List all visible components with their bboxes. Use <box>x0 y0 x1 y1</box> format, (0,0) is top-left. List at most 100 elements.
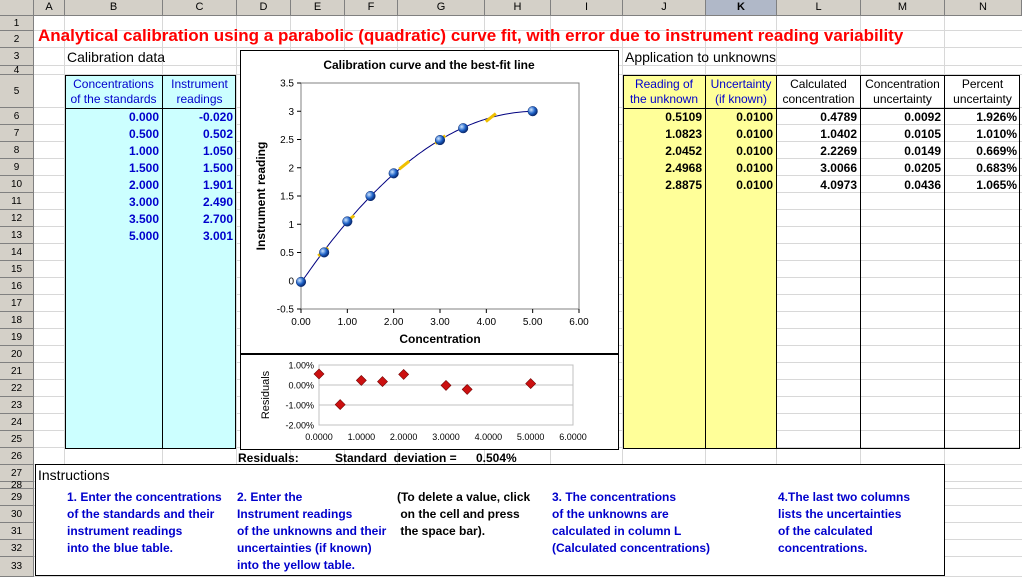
row-header-18[interactable]: 18 <box>0 312 34 329</box>
column-header-b[interactable]: B <box>65 0 163 16</box>
concentration-uncertainty-cell[interactable]: 0.0149 <box>904 144 941 158</box>
concentration-uncertainty-cell[interactable]: 0.0092 <box>904 110 941 124</box>
row-header-23[interactable]: 23 <box>0 397 34 414</box>
uncertainty-cell[interactable]: 0.0100 <box>736 144 773 158</box>
instructions-step-2[interactable]: 2. Enter the Instrument readings of the un… <box>237 489 386 574</box>
row-header-22[interactable]: 22 <box>0 380 34 397</box>
row-header-21[interactable]: 21 <box>0 363 34 380</box>
uncertainty-cell[interactable]: 0.0100 <box>736 161 773 175</box>
row-header-2[interactable]: 2 <box>0 31 34 48</box>
calculated-concentration-cell[interactable]: 4.0973 <box>820 178 857 192</box>
column-header-f[interactable]: F <box>345 0 398 16</box>
column-header-k[interactable]: K <box>706 0 777 16</box>
row-header-15[interactable]: 15 <box>0 261 34 278</box>
row-header-28[interactable]: 28 <box>0 481 34 491</box>
unknown-reading-cell[interactable]: 2.8875 <box>665 178 702 192</box>
row-header-4[interactable]: 4 <box>0 66 34 76</box>
standard-concentration-cell[interactable]: 3.000 <box>128 195 159 209</box>
row-header-20[interactable]: 20 <box>0 346 34 363</box>
concentration-uncertainty-cell[interactable]: 0.0436 <box>904 178 941 192</box>
column-header-e[interactable]: E <box>291 0 345 16</box>
instructions-step-4[interactable]: 4.The last two columns lists the uncertai… <box>778 489 910 557</box>
std-dev-label[interactable]: Standard deviation = <box>335 451 457 465</box>
unknown-reading-cell[interactable]: 2.0452 <box>665 144 702 158</box>
column-header-j[interactable]: J <box>623 0 706 16</box>
column-header-i[interactable]: I <box>551 0 623 16</box>
column-header-d[interactable]: D <box>237 0 291 16</box>
row-header-10[interactable]: 10 <box>0 176 34 193</box>
column-header-c[interactable]: C <box>163 0 237 16</box>
uncertainty-cell[interactable]: 0.0100 <box>736 178 773 192</box>
percent-uncertainty-cell[interactable]: 1.010% <box>976 127 1017 141</box>
standard-concentration-cell[interactable]: 1.000 <box>128 144 159 158</box>
instrument-reading-cell[interactable]: 2.700 <box>202 212 233 226</box>
standard-concentration-cell[interactable]: 3.500 <box>128 212 159 226</box>
row-header-31[interactable]: 31 <box>0 523 34 540</box>
calculated-concentration-cell[interactable]: 2.2269 <box>820 144 857 158</box>
row-header-19[interactable]: 19 <box>0 329 34 346</box>
standard-concentration-cell[interactable]: 0.000 <box>128 110 159 124</box>
instructions-step-1[interactable]: 1. Enter the concentrations of the standa… <box>67 489 222 557</box>
standard-concentration-cell[interactable]: 1.500 <box>128 161 159 175</box>
column-header-n[interactable]: N <box>945 0 1022 16</box>
conc-standards-header[interactable]: Concentrations of the standards <box>65 77 162 108</box>
row-header-6[interactable]: 6 <box>0 108 34 125</box>
row-header-7[interactable]: 7 <box>0 125 34 142</box>
concentration-uncertainty-cell[interactable]: 0.0205 <box>904 161 941 175</box>
percent-uncertainty-cell[interactable]: 0.683% <box>976 161 1017 175</box>
instrument-reading-cell[interactable]: 1.050 <box>202 144 233 158</box>
row-header-3[interactable]: 3 <box>0 48 34 66</box>
instrument-reading-cell[interactable]: 3.001 <box>202 229 233 243</box>
unknown-reading-cell[interactable]: 0.5109 <box>665 110 702 124</box>
row-header-27[interactable]: 27 <box>0 465 34 482</box>
std-dev-value[interactable]: 0.504% <box>476 451 517 465</box>
row-header-24[interactable]: 24 <box>0 414 34 431</box>
instrument-readings-header[interactable]: Instrument readings <box>163 77 236 108</box>
concentration-uncertainty-header[interactable]: Concentration uncertainty <box>861 77 944 108</box>
row-header-12[interactable]: 12 <box>0 210 34 227</box>
uncertainty-cell[interactable]: 0.0100 <box>736 127 773 141</box>
instrument-reading-cell[interactable]: 1.901 <box>202 178 233 192</box>
calibration-chart-panel[interactable]: Calibration curve and the best-fit line -… <box>240 50 619 354</box>
percent-uncertainty-cell[interactable]: 0.669% <box>976 144 1017 158</box>
instructions-delete-note[interactable]: (To delete a value, click on the cell an… <box>397 489 530 540</box>
row-header-16[interactable]: 16 <box>0 278 34 295</box>
instructions-heading[interactable]: Instructions <box>38 467 110 483</box>
concentration-uncertainty-cell[interactable]: 0.0105 <box>904 127 941 141</box>
uncertainty-header[interactable]: Uncertainty (if known) <box>706 77 776 108</box>
standard-concentration-cell[interactable]: 2.000 <box>128 178 159 192</box>
sheet-title[interactable]: Analytical calibration using a parabolic… <box>38 26 904 45</box>
calibration-heading[interactable]: Calibration data <box>67 49 166 65</box>
row-header-8[interactable]: 8 <box>0 142 34 159</box>
row-header-9[interactable]: 9 <box>0 159 34 176</box>
row-header-29[interactable]: 29 <box>0 489 34 506</box>
instrument-reading-cell[interactable]: 1.500 <box>202 161 233 175</box>
instrument-reading-cell[interactable]: 0.502 <box>202 127 233 141</box>
select-all-corner[interactable] <box>0 0 34 16</box>
row-header-17[interactable]: 17 <box>0 295 34 312</box>
residuals-chart-panel[interactable]: 1.00% 0.00% -1.00% -2.00% 0.0000 1.0000 2.0000… <box>240 354 619 450</box>
reading-unknown-header[interactable]: Reading of the unknown <box>623 77 705 108</box>
column-header-l[interactable]: L <box>777 0 861 16</box>
row-header-30[interactable]: 30 <box>0 506 34 523</box>
calculated-concentration-cell[interactable]: 0.4789 <box>820 110 857 124</box>
column-header-m[interactable]: M <box>861 0 945 16</box>
row-header-26[interactable]: 26 <box>0 448 34 465</box>
row-header-25[interactable]: 25 <box>0 431 34 448</box>
row-header-14[interactable]: 14 <box>0 244 34 261</box>
row-header-32[interactable]: 32 <box>0 540 34 557</box>
standard-concentration-cell[interactable]: 5.000 <box>128 229 159 243</box>
percent-uncertainty-cell[interactable]: 1.065% <box>976 178 1017 192</box>
unknowns-heading[interactable]: Application to unknowns <box>625 49 776 65</box>
instructions-step-3[interactable]: 3. The concentrations of the unknowns are… <box>552 489 710 557</box>
row-header-11[interactable]: 11 <box>0 193 34 210</box>
percent-uncertainty-header[interactable]: Percent uncertainty <box>945 77 1020 108</box>
uncertainty-cell[interactable]: 0.0100 <box>736 110 773 124</box>
residuals-label[interactable]: Residuals: <box>238 451 299 465</box>
calculated-concentration-cell[interactable]: 1.0402 <box>820 127 857 141</box>
row-header-33[interactable]: 33 <box>0 557 34 577</box>
unknown-reading-cell[interactable]: 1.0823 <box>665 127 702 141</box>
row-header-13[interactable]: 13 <box>0 227 34 244</box>
column-header-g[interactable]: G <box>398 0 485 16</box>
column-header-a[interactable]: A <box>34 0 65 16</box>
